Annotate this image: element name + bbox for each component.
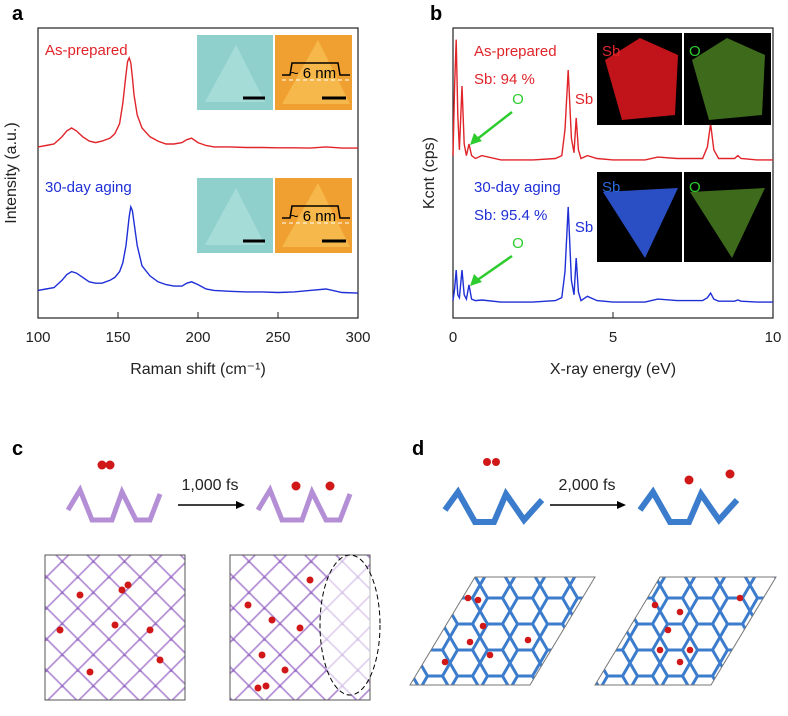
- annotation: ~ 6 nm: [290, 65, 336, 82]
- y-axis-label: Intensity (a.u.): [3, 122, 20, 223]
- cell: [594, 576, 777, 686]
- simulation-panels: [44, 458, 777, 701]
- time-label: 1,000 fs: [182, 477, 239, 494]
- x-tick-label: 150: [105, 329, 130, 346]
- flake: [205, 188, 265, 245]
- time-label: 2,000 fs: [559, 477, 616, 494]
- lattice: [410, 577, 595, 685]
- sb-chain: [65, 484, 163, 523]
- x-tick-label: 200: [185, 329, 210, 346]
- sb-map: [603, 188, 678, 258]
- arrowhead: [617, 501, 626, 509]
- lattice: [595, 577, 776, 685]
- annotation: Sb: [575, 91, 593, 108]
- x-tick-label: 0: [449, 329, 457, 346]
- oxygen: [291, 481, 301, 491]
- sb-map: [605, 38, 678, 120]
- cell: [409, 576, 596, 686]
- panel-label: d: [412, 438, 424, 460]
- spectrum: [37, 204, 359, 294]
- insets: [197, 33, 771, 262]
- o2: [105, 460, 115, 470]
- o-map: [690, 188, 765, 258]
- annotation: Sb: [602, 43, 620, 60]
- o2: [492, 458, 500, 466]
- oxygen: [684, 475, 694, 485]
- arrow: [475, 254, 513, 283]
- flake: [282, 40, 350, 104]
- x-tick-label: 10: [765, 329, 782, 346]
- arrowhead: [470, 133, 482, 145]
- oxygen-atoms: [441, 594, 744, 666]
- o2: [97, 460, 107, 470]
- annotation: O: [512, 235, 524, 252]
- annotation: O: [689, 43, 701, 60]
- series-label: 30-day aging: [45, 179, 132, 196]
- annotation: Sb: 95.4 %: [474, 207, 547, 224]
- chart: 100 150 200 250 300 Raman shift (cm⁻¹) Intensi…: [3, 27, 371, 378]
- x-tick-label: 100: [25, 329, 50, 346]
- annotation: ~ 6 nm: [290, 208, 336, 225]
- x-tick-label: 5: [609, 329, 617, 346]
- o2: [483, 458, 491, 466]
- oxygen: [725, 469, 735, 479]
- disorder-region: [319, 554, 381, 696]
- o-map: [692, 38, 765, 120]
- arrowhead: [236, 501, 245, 509]
- x-axis-label: X-ray energy (eV): [550, 361, 676, 378]
- spectrum: [37, 55, 358, 149]
- annotation: Sb: [575, 219, 593, 236]
- x-tick-label: 250: [265, 329, 290, 346]
- p-chain: [442, 486, 545, 525]
- oxygen-atoms: [56, 576, 314, 692]
- annotation: Sb: 94 %: [474, 71, 535, 88]
- arrow: [475, 111, 513, 141]
- series-label: As-prepared: [474, 43, 557, 60]
- series-label: 30-day aging: [474, 179, 561, 196]
- panel-label: b: [430, 3, 442, 25]
- spectrum: [452, 206, 773, 303]
- height-profile: [282, 62, 350, 76]
- panel-label: a: [12, 3, 24, 25]
- y-axis-label: Kcnt (cps): [421, 137, 438, 209]
- flake: [282, 183, 350, 247]
- annotation: Sb: [602, 179, 620, 196]
- arrowhead: [470, 274, 482, 286]
- panel-label: c: [12, 438, 23, 460]
- annotation: O: [512, 91, 524, 108]
- height-profile: [282, 205, 350, 219]
- annotation: O: [689, 179, 701, 196]
- flake: [205, 45, 265, 102]
- series-label: As-prepared: [45, 42, 128, 59]
- sb-chain: [255, 484, 353, 523]
- chart: 0 5 10 X-ray energy (eV) Kcnt (cps) As-prepar…: [421, 27, 782, 378]
- oxygen: [325, 481, 335, 491]
- x-tick-label: 300: [345, 329, 370, 346]
- p-chain: [637, 486, 740, 525]
- x-axis-label: Raman shift (cm⁻¹): [130, 361, 266, 378]
- spectrum: [452, 39, 773, 161]
